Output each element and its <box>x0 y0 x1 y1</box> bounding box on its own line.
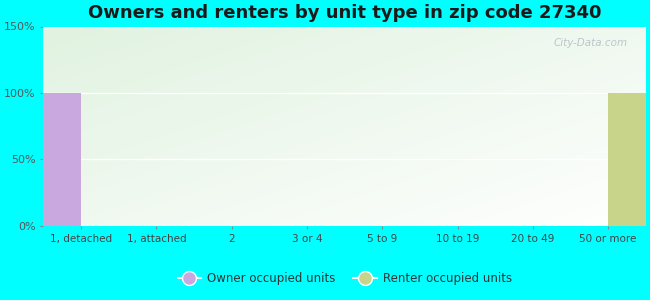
Bar <box>36 93 81 226</box>
Legend: Owner occupied units, Renter occupied units: Owner occupied units, Renter occupied un… <box>173 268 517 290</box>
Bar <box>608 93 650 226</box>
Text: City-Data.com: City-Data.com <box>554 38 628 49</box>
Title: Owners and renters by unit type in zip code 27340: Owners and renters by unit type in zip c… <box>88 4 601 22</box>
